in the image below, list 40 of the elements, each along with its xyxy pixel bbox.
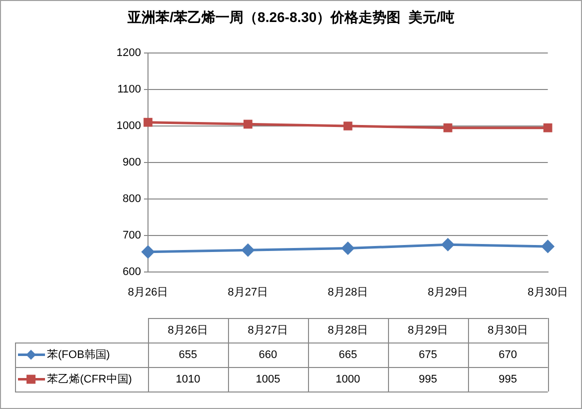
data-label: 995: [498, 373, 518, 386]
legend-label: 苯(FOB韩国): [47, 348, 110, 361]
point: [443, 123, 452, 132]
data-label: 670: [498, 348, 518, 361]
point: [342, 242, 354, 255]
data-label: 1005: [256, 373, 280, 386]
point: [442, 238, 454, 251]
legend-label: 苯乙烯(CFR中国): [47, 372, 132, 386]
data-label: 660: [258, 348, 278, 361]
data-label: 995: [418, 373, 438, 386]
category-label: 8月29日: [408, 324, 448, 336]
y-tick-label: 700: [122, 230, 141, 242]
point: [144, 118, 152, 127]
chart-title: 亚洲苯/苯乙烯一周（8.26-8.30）价格走势图 美元/吨: [126, 8, 454, 25]
y-tick-label: 1000: [116, 120, 141, 132]
x-tick-label: 8月27日: [228, 286, 268, 299]
point: [142, 246, 154, 258]
data-label: 665: [338, 348, 358, 361]
x-tick-label: 8月26日: [128, 286, 168, 299]
x-tick-label: 8月29日: [428, 286, 468, 299]
y-tick-label: 1200: [116, 47, 141, 60]
data-label: 1000: [336, 373, 360, 386]
point: [343, 122, 352, 130]
category-label: 8月28日: [328, 324, 368, 336]
data-label: 1010: [176, 373, 200, 386]
point: [244, 120, 252, 129]
x-tick-label: 8月30日: [528, 286, 568, 299]
x-tick-label: 8月28日: [328, 286, 368, 299]
point: [542, 240, 554, 253]
category-label: 8月26日: [168, 324, 208, 336]
category-label: 8月30日: [488, 324, 528, 336]
y-tick-label: 900: [122, 156, 141, 169]
point: [242, 244, 254, 256]
y-tick-label: 1100: [117, 84, 141, 96]
data-label: 675: [418, 348, 438, 361]
point: [543, 123, 552, 132]
y-tick-label: 800: [122, 193, 141, 206]
category-label: 8月27日: [248, 324, 288, 336]
data-label: 655: [178, 348, 198, 361]
y-tick-label: 600: [122, 266, 141, 278]
